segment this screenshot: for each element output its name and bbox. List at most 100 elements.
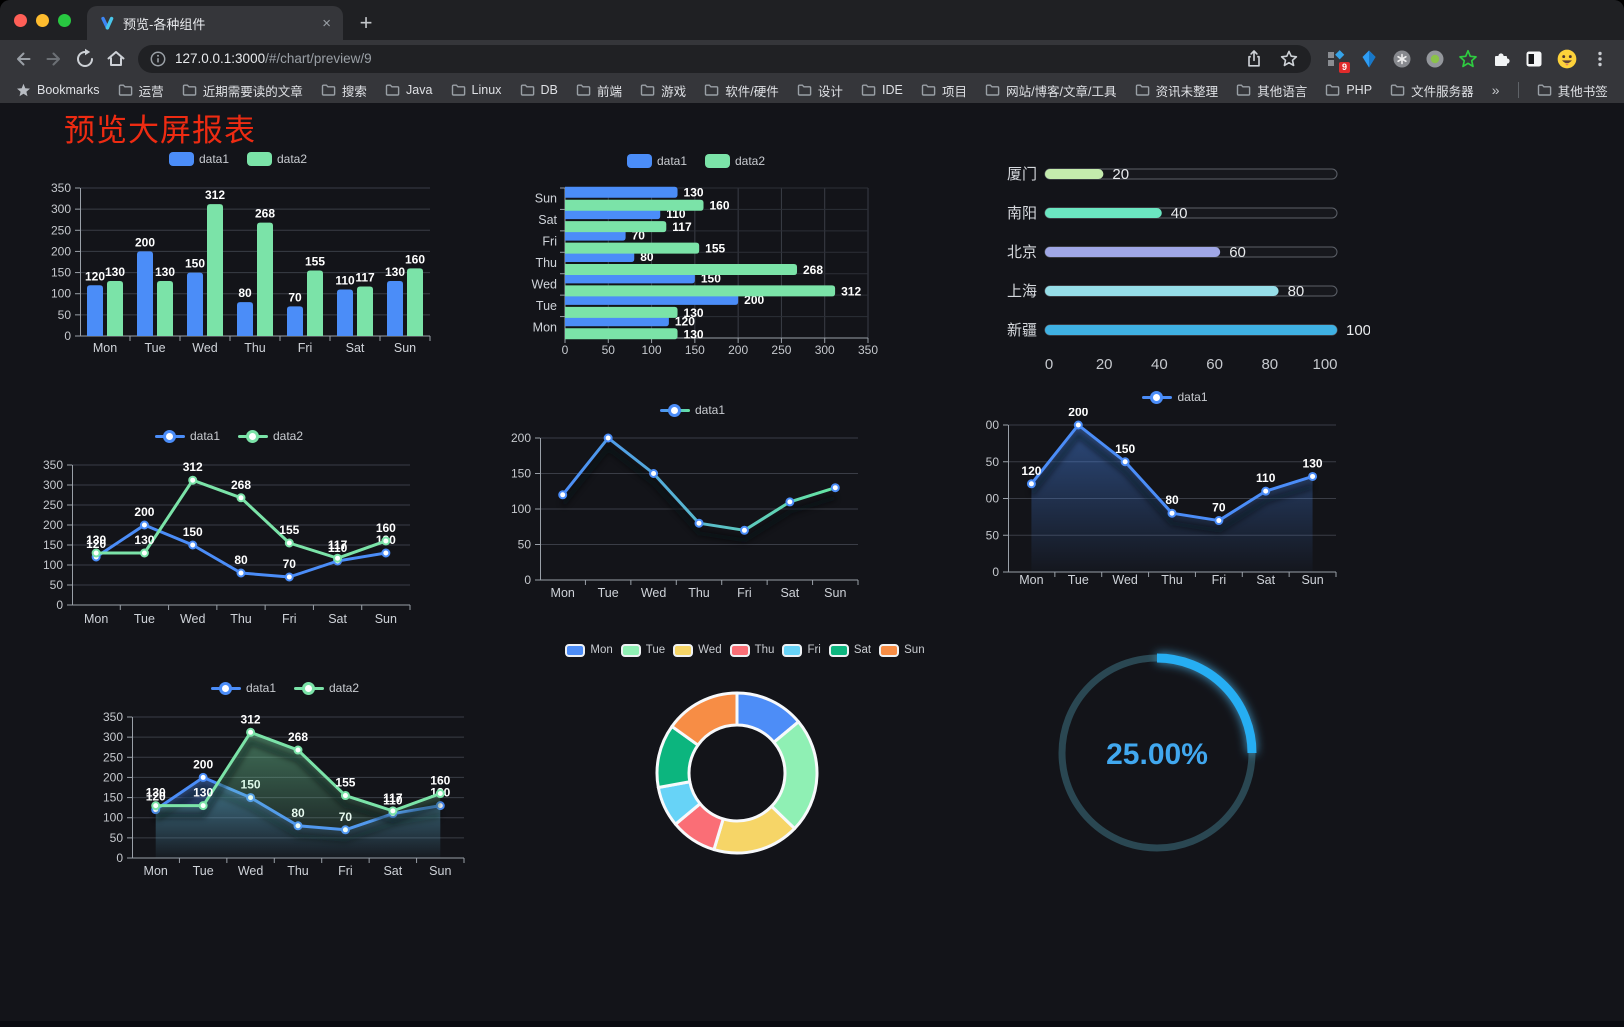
svg-text:0: 0 xyxy=(64,329,71,343)
browser-tab[interactable]: 预览-各种组件 × xyxy=(87,6,343,40)
svg-text:130: 130 xyxy=(105,265,125,279)
gradient-line-chart-canvas[interactable]: 0 50 100 150 200 Mon Tue Wed Thu Fri Sat Sun xyxy=(500,421,885,614)
donut-chart-canvas[interactable] xyxy=(550,661,940,891)
chart-panel-gradient-line: data1 0 50 100 150 200 Mon Tue Wed Thu Fri Sat Sun xyxy=(500,399,885,614)
area-line-chart-canvas[interactable]: 0 50 100 150 200 Mon Tue Wed Thu Fri Sat Sun 120 200 1… xyxy=(985,408,1365,598)
legend-item[interactable]: Sat xyxy=(828,643,871,657)
legend-item[interactable]: data2 xyxy=(705,154,765,168)
ext-asterisk-circle-icon[interactable] xyxy=(1389,46,1414,71)
svg-text:312: 312 xyxy=(841,284,861,298)
window-minimize-button[interactable] xyxy=(36,13,49,27)
bookmark-item[interactable]: 运营 xyxy=(118,81,164,100)
bookmark-item[interactable]: 网站/博客/文章/工具 xyxy=(985,81,1116,100)
legend-swatch xyxy=(673,643,694,657)
dual-area-line-chart-canvas[interactable]: 0 50 100 150 200 250 300 350 Mon Tue Wed Thu Fri Sat S… xyxy=(95,699,475,889)
reload-button[interactable] xyxy=(70,44,99,73)
svg-text:80: 80 xyxy=(1261,356,1278,373)
ext-green-star-icon[interactable] xyxy=(1455,46,1480,71)
legend-item[interactable]: Fri xyxy=(782,643,821,657)
legend-item[interactable]: data2 xyxy=(247,152,307,166)
new-tab-button[interactable]: + xyxy=(359,10,373,35)
bookmark-item[interactable]: 资讯未整理 xyxy=(1135,81,1218,100)
gauge-chart-canvas[interactable]: 25.00% xyxy=(1040,643,1274,868)
legend-item[interactable]: data1 xyxy=(626,154,687,168)
bookmark-label: DB xyxy=(540,83,558,97)
bookmark-item[interactable]: IDE xyxy=(861,83,903,97)
bookmark-item[interactable]: 其他语言 xyxy=(1236,81,1307,100)
legend-item[interactable]: Tue xyxy=(620,643,665,657)
bookmark-item[interactable]: 游戏 xyxy=(640,81,686,100)
bookmarks-root-button[interactable]: Bookmarks xyxy=(16,83,100,98)
bookmark-item[interactable]: 文件服务器 xyxy=(1390,81,1474,100)
window-maximize-button[interactable] xyxy=(58,13,71,27)
legend-item[interactable]: data2 xyxy=(294,681,359,696)
legend-label: data2 xyxy=(277,152,308,166)
bottom-strip xyxy=(0,1021,1624,1027)
ext-grid-icon[interactable]: 9 xyxy=(1323,46,1350,73)
page-info-icon[interactable] xyxy=(150,51,166,67)
folder-icon xyxy=(520,84,534,96)
svg-text:117: 117 xyxy=(328,538,348,552)
svg-text:Fri: Fri xyxy=(282,612,297,626)
legend-item[interactable]: data1 xyxy=(1142,390,1208,405)
svg-text:100: 100 xyxy=(43,558,63,572)
svg-text:50: 50 xyxy=(602,343,616,357)
bookmark-star-icon[interactable] xyxy=(1279,49,1299,69)
other-bookmarks-button[interactable]: 其他书签 xyxy=(1537,81,1608,100)
svg-text:Fri: Fri xyxy=(298,341,313,355)
share-icon[interactable] xyxy=(1244,49,1264,69)
bookmark-item[interactable]: 设计 xyxy=(797,81,843,100)
legend-label: data1 xyxy=(1177,390,1208,404)
ext-puzzle-icon[interactable] xyxy=(1488,46,1513,71)
legend-item[interactable]: Sun xyxy=(879,643,925,657)
back-button[interactable] xyxy=(8,44,37,73)
ext-kite-icon[interactable] xyxy=(1356,46,1381,71)
legend-item[interactable]: Mon xyxy=(565,643,613,657)
legend-item[interactable]: Wed xyxy=(673,643,722,657)
menu-icon[interactable] xyxy=(1587,46,1612,71)
svg-text:268: 268 xyxy=(231,478,251,492)
legend-item[interactable]: data1 xyxy=(154,429,220,444)
svg-text:50: 50 xyxy=(50,578,64,592)
bookmark-item[interactable]: Linux xyxy=(451,83,501,97)
bookmark-item[interactable]: Java xyxy=(385,83,432,97)
svg-text:130: 130 xyxy=(684,186,704,200)
legend-item[interactable]: data1 xyxy=(659,403,725,418)
bookmark-item[interactable]: 搜索 xyxy=(321,81,367,100)
legend-label: data1 xyxy=(245,681,276,695)
bookmark-label: 近期需要读的文章 xyxy=(202,84,303,99)
svg-text:268: 268 xyxy=(255,207,275,221)
forward-button[interactable] xyxy=(39,44,68,73)
bookmark-item[interactable]: 近期需要读的文章 xyxy=(182,81,303,100)
bookmark-label: IDE xyxy=(881,83,903,97)
address-bar[interactable]: 127.0.0.1:3000/#/chart/preview/9 xyxy=(138,44,1311,73)
tab-close-icon[interactable]: × xyxy=(322,14,331,32)
legend-item[interactable]: data2 xyxy=(238,429,303,444)
legend-item[interactable]: data1 xyxy=(210,681,276,696)
ext-contrast-square-icon[interactable] xyxy=(1521,46,1546,71)
bookmark-item[interactable]: DB xyxy=(520,83,558,97)
svg-text:150: 150 xyxy=(43,538,63,552)
legend-item[interactable]: data1 xyxy=(168,152,229,166)
profile-avatar[interactable] xyxy=(1554,46,1579,71)
svg-text:Fri: Fri xyxy=(737,586,752,600)
ext-green-dot-circle-icon[interactable] xyxy=(1422,46,1447,71)
dual-line-chart-canvas[interactable]: 0 50 100 150 200 250 300 350 Mon Tue Wed Thu Fri Sat S… xyxy=(38,447,420,640)
window-close-button[interactable] xyxy=(14,13,27,27)
home-button[interactable] xyxy=(101,44,130,73)
bookmark-item[interactable]: 软件/硬件 xyxy=(704,81,779,100)
svg-text:155: 155 xyxy=(305,254,325,268)
svg-text:155: 155 xyxy=(335,776,355,790)
grouped-bar-chart-canvas[interactable]: 0 50 100 150 200 250 300 350 Mon Tue Wed Thu Fri Sat S… xyxy=(38,170,438,370)
bookmark-item[interactable]: 项目 xyxy=(921,81,967,100)
svg-text:0: 0 xyxy=(562,343,569,357)
legend-swatch xyxy=(729,643,750,657)
bookmark-item[interactable]: PHP xyxy=(1325,83,1372,97)
legend-item[interactable]: Thu xyxy=(729,643,774,657)
bookmarks-overflow-chevron[interactable]: » xyxy=(1491,82,1500,98)
svg-text:Sun: Sun xyxy=(824,586,846,600)
progress-bars-canvas[interactable]: 厦门 20 南阳 40 北京 60 上海 80 新疆 100 0 20 40 60 80 100 xyxy=(995,147,1370,392)
bookmark-item[interactable]: 前端 xyxy=(576,81,622,100)
